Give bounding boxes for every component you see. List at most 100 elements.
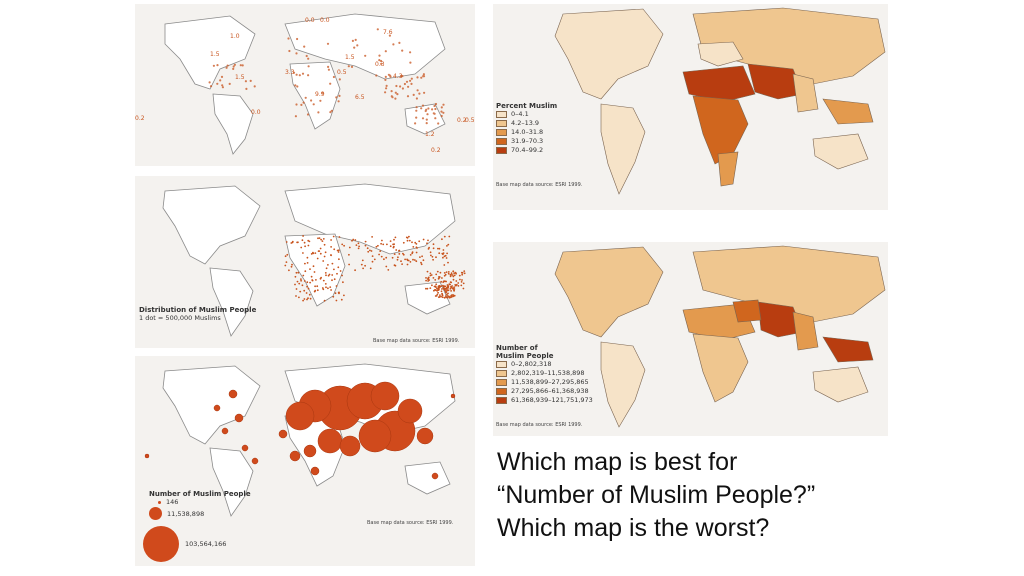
prop-legend-value-medium: 11,538,898 (167, 509, 205, 518)
dot-mark (362, 267, 364, 270)
dot-mark (401, 49, 404, 52)
dot-mark (443, 272, 446, 274)
dot-mark (443, 296, 446, 299)
number-legend-row-4: 27,295,866–61,368,938 (496, 387, 593, 396)
dot-mark (216, 64, 219, 67)
legend-swatch (496, 388, 507, 395)
value-map-panel: 1.0 0.0 0.0 7.6 1.5 0.5 0.3 4.3 1.5 0.2 0.2 1.2 … (135, 4, 475, 166)
dot-mark (437, 287, 440, 289)
dot-mark (295, 73, 298, 76)
dot-map-legend-subtitle: 1 dot = 500,000 Muslims (139, 314, 221, 322)
dot-mark (425, 118, 428, 121)
dot-mark (394, 236, 397, 239)
dot-mark (331, 279, 333, 282)
dot-mark (370, 250, 373, 252)
dot-mark (385, 87, 388, 90)
dot-mark (311, 279, 314, 281)
dot-mark (320, 238, 322, 241)
dot-mark (415, 97, 418, 100)
dot-mark (288, 269, 290, 272)
dot-mark (292, 71, 296, 74)
dot-mark (394, 97, 397, 100)
dot-mark (340, 298, 343, 301)
dot-mark (398, 253, 401, 255)
dot-mark (330, 246, 332, 248)
dot-mark (441, 277, 443, 279)
prop-legend-item-small: 146 (155, 498, 178, 506)
dot-mark (319, 99, 322, 102)
dot-mark (436, 270, 439, 273)
prop-legend-circle-small (158, 500, 161, 504)
dot-mark (442, 111, 445, 114)
dot-mark (325, 274, 327, 277)
dot-mark (449, 283, 451, 286)
dot-mark (337, 251, 340, 253)
dot-mark (402, 241, 405, 244)
dot-mark (446, 296, 449, 299)
dot-mark (296, 241, 298, 244)
dot-mark (319, 277, 322, 280)
dot-mark (338, 94, 341, 97)
question-line-3: Which map is the worst? (497, 514, 770, 542)
svg-text:0.5: 0.5 (465, 117, 475, 124)
dot-mark (306, 113, 310, 116)
dot-mark (439, 294, 441, 296)
dot-mark (332, 235, 335, 238)
dot-mark (284, 255, 287, 258)
dot-mark (412, 246, 415, 248)
dot-mark (232, 65, 235, 68)
dot-mark (318, 250, 321, 252)
dot-mark (453, 274, 456, 277)
dot-mark (327, 68, 330, 71)
dot-mark (338, 78, 341, 81)
dot-mark (325, 286, 327, 289)
prop-legend-item-large: 103,564,166 (143, 526, 226, 562)
dot-mark (373, 258, 376, 261)
dot-mark (221, 84, 224, 87)
dot-map-legend-title: Distribution of Muslim People (139, 306, 257, 314)
dot-mark (380, 59, 383, 63)
dot-mark (461, 273, 464, 276)
dot-mark (307, 297, 309, 300)
dot-mark (296, 37, 299, 41)
dot-mark (303, 45, 306, 48)
percent-legend-row-5: 70.4–99.2 (496, 146, 557, 155)
question-line-1: Which map is best for (497, 448, 738, 476)
dot-mark (402, 252, 404, 255)
dot-mark (453, 289, 455, 292)
dot-mark (453, 272, 456, 275)
dot-mark (445, 287, 448, 290)
dot-mark (360, 263, 363, 266)
number-muslim-map (554, 245, 886, 428)
dot-mark (209, 85, 213, 88)
dot-mark (333, 268, 335, 271)
dot-mark (429, 272, 432, 275)
dot-mark (443, 235, 446, 238)
question-text: Which map is best for “Number of Muslim … (497, 446, 917, 545)
prop-legend-circle-large (143, 526, 179, 562)
dot-mark (445, 291, 447, 294)
dot-mark (454, 284, 457, 286)
dot-mark (323, 299, 326, 302)
dot-mark (447, 261, 449, 264)
dot-mark (427, 239, 429, 242)
dot-mark (322, 260, 325, 262)
dot-mark (450, 272, 453, 275)
number-legend-row-5: 61,368,939–121,751,973 (496, 396, 593, 405)
dot-mark (432, 258, 434, 261)
prop-map-source: Base map data source: ESRI 1999. (367, 520, 454, 526)
dot-mark (384, 91, 387, 94)
dot-mark (300, 279, 302, 282)
dot-mark (379, 250, 382, 252)
dot-mark (328, 273, 331, 276)
dot-mark (303, 289, 306, 292)
dot-mark (453, 294, 456, 297)
dot-mark (431, 255, 434, 258)
dot-mark (335, 285, 338, 287)
dot-mark (371, 260, 374, 263)
dot-mark (330, 254, 332, 256)
dot-mark (438, 288, 440, 291)
dot-mark (309, 297, 312, 300)
dot-mark (378, 59, 381, 62)
dot-mark (352, 238, 355, 241)
